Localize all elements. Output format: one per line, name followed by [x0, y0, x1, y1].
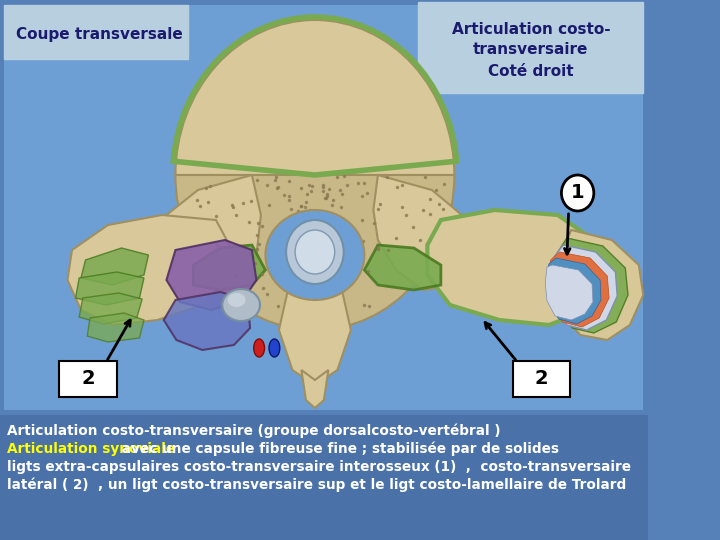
Polygon shape: [87, 313, 144, 342]
Polygon shape: [163, 292, 250, 350]
Circle shape: [562, 175, 594, 211]
Text: avec une capsule fibreuse fine ; stabilisée par de solides: avec une capsule fibreuse fine ; stabili…: [117, 442, 559, 456]
Polygon shape: [158, 175, 261, 295]
Text: 1: 1: [571, 184, 585, 202]
Polygon shape: [194, 245, 266, 290]
Text: ligts extra-capsulaires costo-transversaire interosseux (1)  ,  costo-transversa: ligts extra-capsulaires costo-transversa…: [7, 460, 631, 474]
Polygon shape: [554, 238, 628, 333]
Polygon shape: [302, 370, 328, 408]
FancyBboxPatch shape: [4, 5, 188, 59]
Polygon shape: [548, 252, 609, 327]
Polygon shape: [76, 272, 144, 305]
FancyBboxPatch shape: [4, 5, 643, 410]
Polygon shape: [546, 258, 601, 324]
Text: Articulation synoviale: Articulation synoviale: [7, 442, 176, 456]
Text: 2: 2: [81, 369, 95, 388]
Polygon shape: [68, 215, 230, 325]
Text: latéral ( 2)  , un ligt costo-transversaire sup et le ligt costo-lamellaire de T: latéral ( 2) , un ligt costo-transversai…: [7, 478, 626, 492]
Polygon shape: [279, 290, 351, 385]
FancyBboxPatch shape: [59, 361, 117, 397]
Polygon shape: [166, 240, 256, 310]
Ellipse shape: [253, 339, 264, 357]
Ellipse shape: [266, 210, 364, 300]
Polygon shape: [428, 210, 603, 325]
Text: Coupe transversale: Coupe transversale: [16, 26, 183, 42]
FancyBboxPatch shape: [0, 415, 648, 540]
Polygon shape: [374, 175, 477, 290]
Ellipse shape: [228, 293, 246, 307]
Polygon shape: [364, 245, 441, 290]
Polygon shape: [556, 230, 643, 340]
Wedge shape: [176, 20, 454, 175]
Ellipse shape: [269, 339, 280, 357]
Wedge shape: [176, 175, 454, 330]
Polygon shape: [81, 248, 148, 285]
Circle shape: [286, 220, 343, 284]
Circle shape: [295, 230, 335, 274]
Text: Articulation costo-transversaire (groupe dorsalcosto-vertébral ): Articulation costo-transversaire (groupe…: [7, 424, 500, 438]
Ellipse shape: [222, 289, 260, 321]
FancyBboxPatch shape: [418, 2, 643, 93]
Polygon shape: [551, 245, 617, 330]
Polygon shape: [545, 265, 593, 320]
Text: Articulation costo-
transversaire
Coté droit: Articulation costo- transversaire Coté d…: [451, 22, 610, 78]
FancyBboxPatch shape: [513, 361, 570, 397]
Text: 2: 2: [535, 369, 549, 388]
Polygon shape: [79, 293, 142, 324]
